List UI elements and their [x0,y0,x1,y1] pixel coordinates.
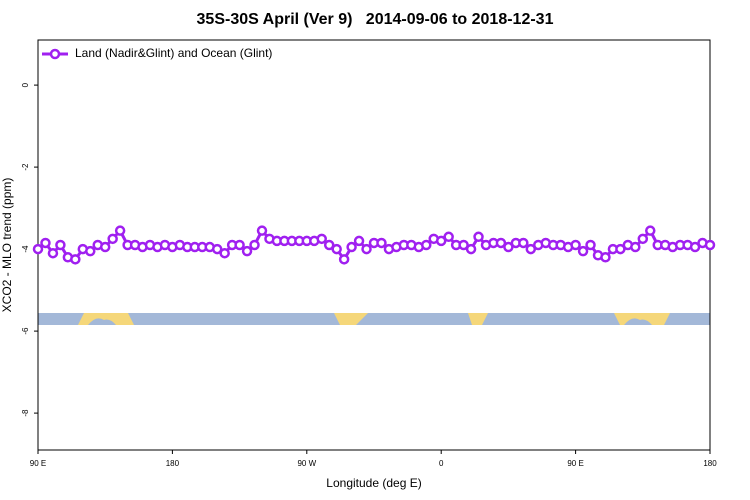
data-point [435,235,447,247]
data-point [600,252,611,263]
data-point [353,235,365,247]
y-axis-label: XCO2 - MLO trend (ppm) [0,178,14,313]
data-point [32,243,44,255]
legend: Land (Nadir&Glint) and Ocean (Glint) [42,46,272,60]
data-point [577,245,589,257]
data-point [55,239,66,251]
data-point [316,233,327,245]
data-point [331,243,342,255]
data-point [443,231,454,243]
data-point [99,241,111,253]
land-shape [468,313,488,325]
data-point [249,239,260,251]
data-point [40,237,51,249]
legend-marker [49,48,61,60]
data-point [465,243,477,255]
data-point [114,225,126,236]
data-point [338,254,350,265]
y-tick-label: -2 [21,163,30,171]
data-point [323,239,335,251]
ocean-shape [88,318,116,325]
data-point [645,225,656,236]
x-axis-label: Longitude (deg E) [326,476,421,490]
data-point [219,247,230,259]
data-point [346,241,357,253]
y-tick-label: 0 [21,82,30,87]
x-tick-label: 90 E [30,459,46,468]
data-point [361,243,372,255]
data-point [689,241,701,253]
x-tick-label: 90 E [567,459,583,468]
x-tick-label: 180 [703,459,717,468]
data-point [211,243,223,255]
data-point [518,237,529,249]
ocean-shape [624,318,652,325]
legend-label: Land (Nadir&Glint) and Ocean (Glint) [75,46,272,60]
data-point [70,254,81,265]
ocean-band [38,313,710,325]
y-tick-label: -6 [21,327,30,335]
data-point [241,245,253,257]
data-point [376,237,387,249]
data-point [85,245,96,257]
data-point [421,239,432,251]
x-tick-label: 90 W [297,459,316,468]
land-ocean-strip [38,313,710,325]
data-point [630,241,641,253]
y-tick-label: -4 [21,245,30,253]
chart-title: 35S-30S April (Ver 9) 2014-09-06 to 2018… [197,11,554,28]
data-point [107,233,118,245]
land-shape [334,313,368,325]
data-point [637,233,649,245]
data-point [585,239,596,251]
x-tick-label: 0 [439,459,444,468]
data-point [495,237,507,249]
data-point [704,239,716,251]
data-point [473,231,484,243]
data-point [570,239,581,251]
y-tick-label: -8 [21,409,30,417]
data-point [234,239,245,251]
data-point [615,243,626,255]
data-point [256,225,268,236]
data-point [47,247,59,259]
x-tick-label: 180 [166,459,180,468]
data-point [458,239,469,251]
data-point [503,241,514,253]
data-point [525,243,537,255]
